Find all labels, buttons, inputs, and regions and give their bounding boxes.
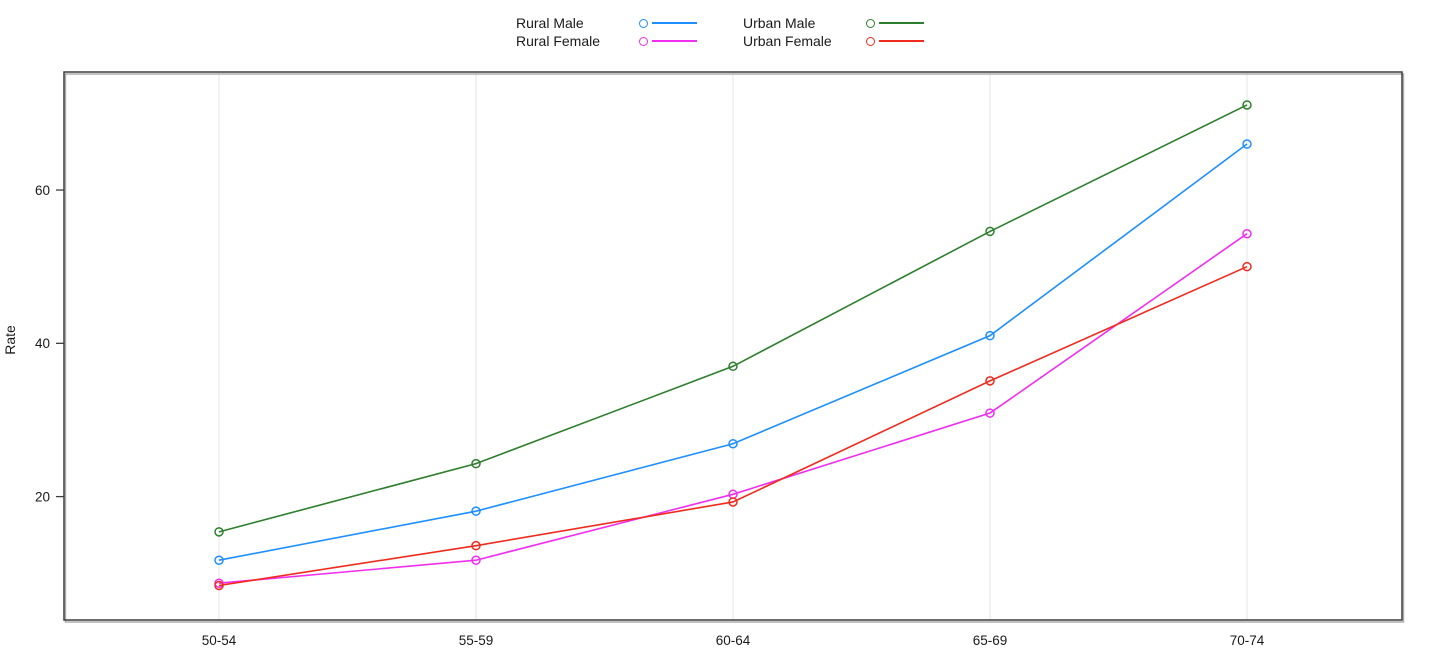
y-tick-label: 60 bbox=[35, 183, 50, 198]
legend-item-rural-male: Rural Male bbox=[516, 14, 697, 32]
data-point-rural-male bbox=[214, 555, 224, 565]
x-tick-label: 50-54 bbox=[202, 633, 237, 648]
data-point-rural-male bbox=[1242, 139, 1252, 149]
y-tick-label: 40 bbox=[35, 336, 50, 351]
data-point-urban-female bbox=[728, 497, 738, 507]
plot-frame bbox=[63, 71, 1403, 621]
legend-label: Rural Male bbox=[516, 15, 584, 31]
data-point-urban-male bbox=[471, 458, 481, 469]
data-point-rural-male bbox=[728, 438, 738, 449]
data-point-urban-female bbox=[471, 540, 481, 551]
data-point-urban-male bbox=[1242, 100, 1252, 110]
x-tick-label: 65-69 bbox=[973, 633, 1008, 648]
data-point-urban-male bbox=[728, 361, 738, 372]
legend-label: Urban Male bbox=[743, 15, 816, 31]
y-axis-title: Rate bbox=[2, 325, 18, 355]
open-circle-marker-icon bbox=[638, 18, 648, 28]
data-point-urban-female bbox=[985, 376, 995, 386]
series-line-rural-male bbox=[218, 143, 1248, 562]
data-point-rural-female bbox=[985, 408, 995, 418]
data-point-urban-male bbox=[985, 226, 995, 237]
data-point-urban-male bbox=[214, 527, 224, 537]
legend-line-sample bbox=[652, 22, 697, 24]
data-point-rural-male bbox=[985, 330, 995, 341]
x-tick-label: 70-74 bbox=[1230, 633, 1265, 648]
legend-item-urban-female: Urban Female bbox=[743, 32, 924, 50]
open-circle-marker-icon bbox=[638, 36, 648, 46]
legend-label: Rural Female bbox=[516, 33, 601, 49]
legend: Rural Male Rural Female Urban Male Urban… bbox=[516, 14, 924, 50]
open-circle-marker-icon bbox=[865, 18, 875, 28]
data-point-rural-female bbox=[471, 555, 481, 565]
series-line-rural-female bbox=[218, 233, 1248, 585]
x-tick-label: 55-59 bbox=[459, 633, 494, 648]
legend-item-urban-male: Urban Male bbox=[743, 14, 924, 32]
open-circle-marker-icon bbox=[865, 36, 875, 46]
legend-item-rural-female: Rural Female bbox=[516, 32, 697, 50]
legend-line-sample bbox=[879, 40, 924, 42]
y-tick-label: 20 bbox=[35, 489, 50, 504]
legend-line-sample bbox=[652, 40, 697, 42]
legend-label: Urban Female bbox=[743, 33, 832, 49]
series-line-urban-male bbox=[218, 104, 1248, 533]
data-point-rural-female bbox=[1242, 228, 1252, 239]
data-point-rural-male bbox=[471, 506, 481, 516]
x-tick-label: 60-64 bbox=[716, 633, 751, 648]
legend-line-sample bbox=[879, 22, 924, 24]
plot-frame-shadow bbox=[64, 73, 1405, 623]
series-line-urban-female bbox=[218, 265, 1248, 587]
data-point-urban-female bbox=[1242, 261, 1252, 272]
data-point-urban-female bbox=[214, 580, 224, 591]
